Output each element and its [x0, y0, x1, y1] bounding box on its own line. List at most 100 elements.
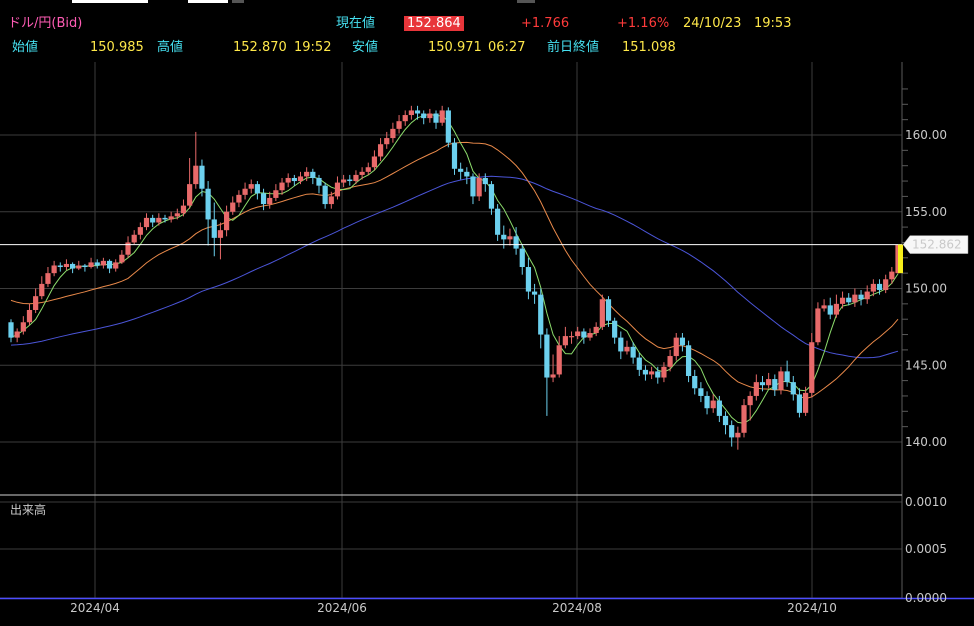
candle-body	[26, 309, 33, 323]
candle-body	[341, 179, 347, 183]
candle-body	[710, 400, 716, 409]
candle-body	[482, 177, 488, 185]
time-tick-label: 2024/04	[70, 601, 120, 615]
price-tick-label: 150.00	[905, 282, 947, 296]
candle-body	[507, 236, 513, 240]
candle-body	[889, 271, 895, 280]
price-tick-label: 155.00	[905, 205, 947, 219]
volume-tick-label: 0.0005	[905, 542, 947, 556]
candle-body	[538, 294, 544, 335]
prev-close-value: 151.098	[622, 40, 676, 55]
high-value: 152.870	[233, 40, 287, 55]
low-value: 150.971	[428, 40, 482, 55]
candle-body	[618, 337, 624, 352]
candle-body	[260, 193, 267, 205]
price-axis: 160.00 155.00 150.00 145.00 140.00	[905, 128, 947, 449]
candle-body	[778, 371, 784, 390]
candle-body	[371, 156, 378, 168]
quote-date: 24/10/23	[683, 16, 742, 31]
candle-body	[14, 331, 20, 338]
current-price-tag: 152.862	[902, 235, 969, 254]
candle-body	[334, 182, 341, 197]
current-price-tag-text: 152.862	[912, 238, 962, 252]
candle-body	[803, 392, 809, 413]
candle-body	[766, 379, 772, 386]
volume-tick-label: 0.0010	[905, 495, 947, 509]
candle-body	[63, 263, 70, 268]
candle-body	[470, 176, 476, 197]
candle-body	[809, 342, 815, 393]
current-price-marker	[898, 244, 903, 274]
candle-body	[273, 190, 279, 198]
candle-body	[464, 171, 470, 177]
candle-body	[230, 202, 236, 212]
candle-body	[168, 216, 174, 220]
candle-body	[587, 333, 593, 338]
candle-body	[531, 291, 538, 295]
candle-body	[729, 425, 735, 438]
candle-body	[106, 260, 113, 269]
candle-body	[119, 254, 125, 263]
candle-body	[143, 217, 150, 228]
candle-body	[193, 165, 199, 185]
candle-body	[316, 177, 322, 186]
candle-body	[839, 297, 846, 304]
candle-body	[655, 371, 661, 378]
candle-body	[513, 236, 519, 249]
candle-body	[864, 291, 870, 300]
candle-body	[353, 174, 359, 182]
top-stub-2	[188, 0, 228, 3]
candle-body	[211, 219, 217, 238]
candle-body	[636, 357, 642, 370]
candle-body	[205, 188, 211, 220]
candle-body	[815, 308, 821, 343]
candle-body	[217, 230, 224, 238]
candle-body	[365, 167, 371, 172]
volume-tick-label: 0.0000	[905, 591, 947, 605]
candle-body	[8, 322, 14, 338]
candle-body	[661, 366, 667, 378]
low-time: 06:27	[488, 40, 526, 55]
candle-body	[267, 197, 273, 205]
candle-body	[328, 196, 334, 205]
candle-body	[568, 336, 575, 338]
candle-body	[180, 205, 187, 214]
high-time: 19:52	[294, 40, 332, 55]
candle-body	[649, 371, 655, 375]
current-value-label: 現在値	[336, 16, 376, 31]
candle-body	[741, 405, 747, 433]
candle-body	[76, 265, 82, 269]
price-tick-label: 145.00	[905, 358, 947, 372]
candle-body	[359, 171, 365, 175]
candle-body	[433, 113, 439, 123]
candle-body	[384, 138, 390, 145]
time-tick-label: 2024/08	[552, 601, 602, 615]
candle-body	[390, 128, 396, 139]
candle-body	[593, 326, 599, 334]
candle-body	[870, 283, 876, 292]
candle-body	[747, 395, 753, 406]
candle-body	[174, 213, 180, 217]
high-label: 高値	[157, 40, 184, 55]
candle-body	[421, 113, 427, 119]
candle-body	[556, 345, 562, 375]
candle-body	[162, 217, 168, 220]
candle-body	[402, 115, 408, 122]
candle-body	[396, 121, 402, 129]
candle-body	[94, 262, 100, 266]
open-label: 始値	[12, 40, 39, 55]
time-axis: 2024/04 2024/06 2024/08 2024/10	[70, 601, 837, 615]
candle-body	[667, 356, 673, 367]
candle-body	[137, 227, 143, 235]
candle-body	[858, 294, 864, 300]
candle-body	[82, 265, 88, 268]
current-value-badge: 152.864	[404, 16, 464, 32]
currency-pair-title[interactable]: ドル/円(Bid)	[8, 16, 83, 31]
candle-body	[790, 382, 796, 395]
candle-body	[439, 110, 445, 123]
candle-body	[852, 294, 858, 303]
candle-body	[599, 299, 605, 327]
candle-body	[377, 144, 384, 157]
candle-body	[704, 395, 710, 409]
